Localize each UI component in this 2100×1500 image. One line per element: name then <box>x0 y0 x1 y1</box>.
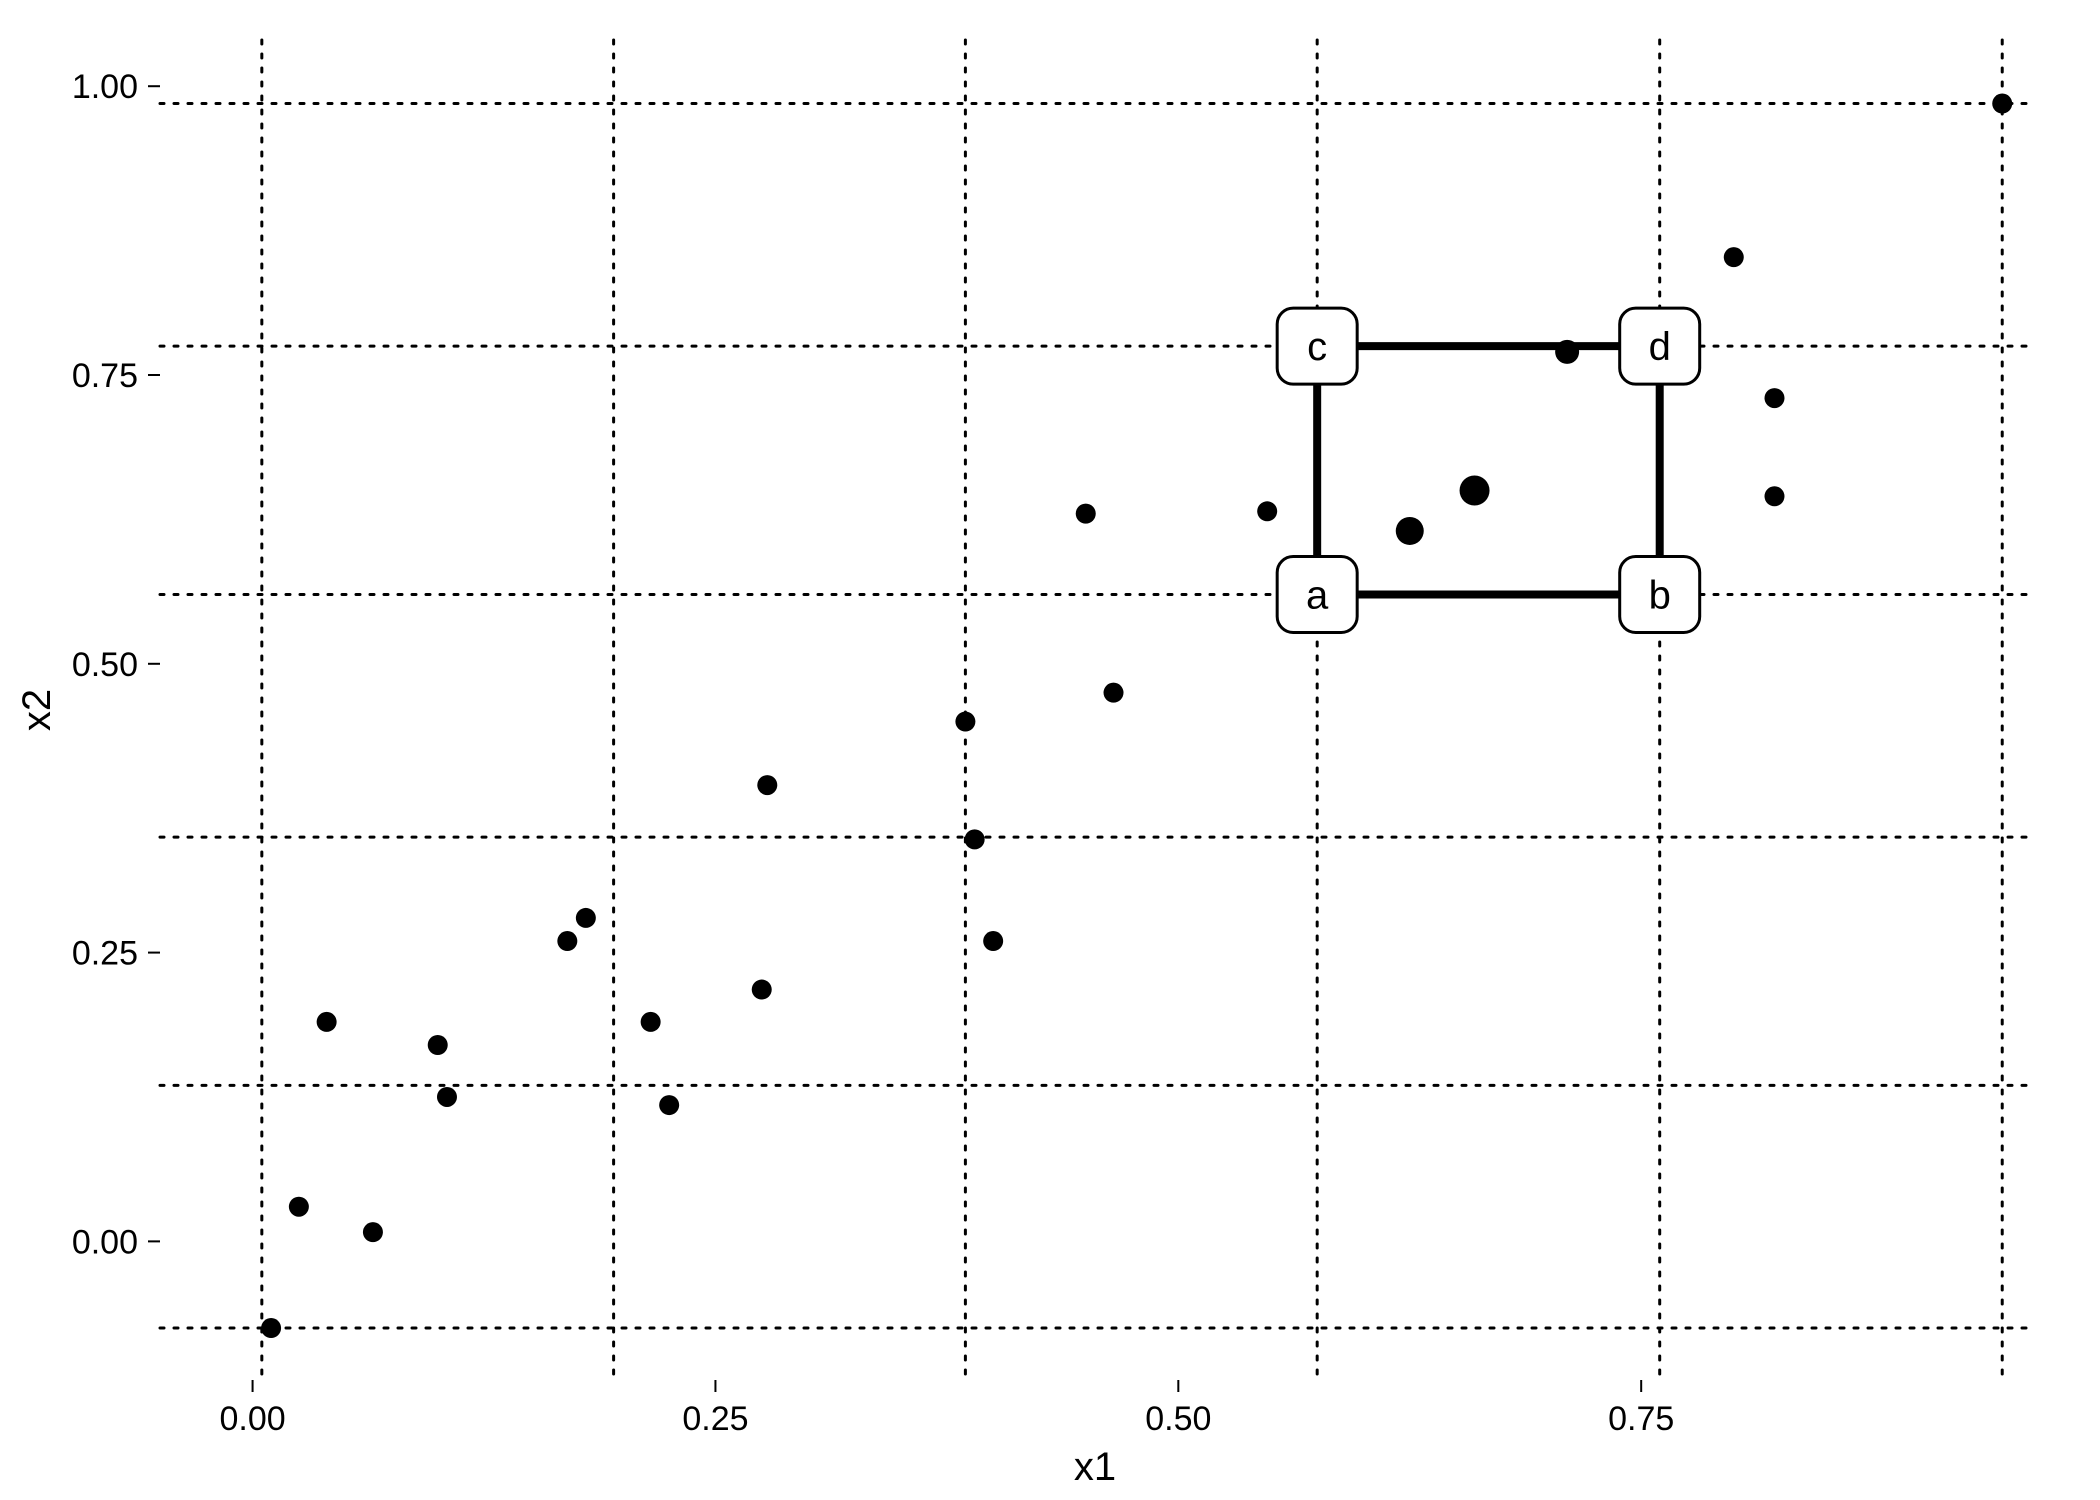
x-tick-label: 0.75 <box>1608 1400 1674 1438</box>
data-point <box>955 712 975 732</box>
data-point <box>1257 501 1277 521</box>
data-point <box>317 1012 337 1032</box>
y-tick-label: 0.25 <box>72 935 138 973</box>
data-point <box>261 1318 281 1338</box>
plot-area <box>160 40 2030 1380</box>
data-point <box>437 1087 457 1107</box>
x-tick-label: 0.25 <box>682 1400 748 1438</box>
x-tick-label: 0.50 <box>1145 1400 1211 1438</box>
y-tick-label: 1.00 <box>72 68 138 106</box>
data-point <box>576 908 596 928</box>
data-point <box>363 1222 383 1242</box>
data-point <box>289 1197 309 1217</box>
data-point <box>983 931 1003 951</box>
node-label-a: a <box>1306 573 1329 617</box>
node-label-b: b <box>1649 573 1671 617</box>
data-point <box>1460 476 1490 506</box>
data-point <box>1992 94 2012 114</box>
node-label-d: d <box>1649 325 1671 369</box>
data-point <box>752 980 772 1000</box>
data-point <box>641 1012 661 1032</box>
data-point <box>659 1095 679 1115</box>
node-label-c: c <box>1307 325 1327 369</box>
scatter-chart: a b c d 0.00 0.25 0.50 0.75 0.00 0.25 0.50 0.75 1.0… <box>0 0 2100 1500</box>
y-tick-label: 0.00 <box>72 1223 138 1261</box>
data-point <box>1104 683 1124 703</box>
data-point <box>428 1035 448 1055</box>
data-point <box>557 931 577 951</box>
data-point <box>757 775 777 795</box>
x-tick-label: 0.00 <box>219 1400 285 1438</box>
data-point <box>965 829 985 849</box>
data-point <box>1764 388 1784 408</box>
data-point <box>1724 247 1744 267</box>
y-tick-label: 0.50 <box>72 646 138 684</box>
y-axis-label: x2 <box>15 689 59 731</box>
data-point <box>1076 504 1096 524</box>
x-axis-label: x1 <box>1074 1445 1116 1489</box>
y-tick-label: 0.75 <box>72 357 138 395</box>
data-point <box>1396 517 1424 545</box>
chart-container: a b c d 0.00 0.25 0.50 0.75 0.00 0.25 0.50 0.75 1.0… <box>0 0 2100 1500</box>
data-point <box>1764 486 1784 506</box>
